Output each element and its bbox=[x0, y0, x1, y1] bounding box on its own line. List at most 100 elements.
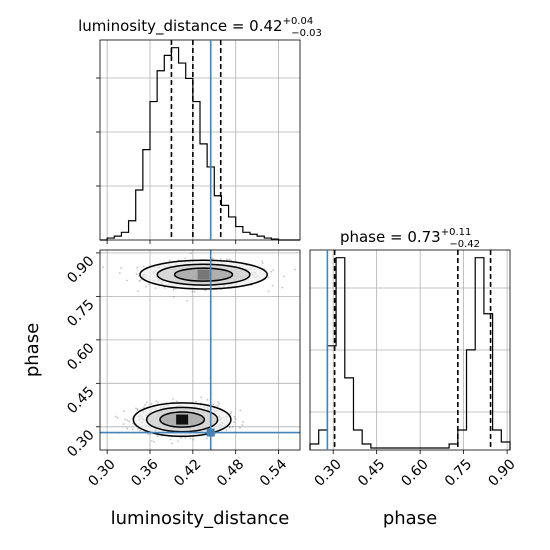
scatter-point bbox=[218, 402, 221, 405]
histogram-step bbox=[309, 257, 511, 450]
ld-histogram-panel bbox=[96, 39, 301, 244]
scatter-point bbox=[128, 420, 131, 423]
scatter-point bbox=[172, 398, 174, 400]
panel-frame bbox=[99, 249, 301, 451]
scatter-point bbox=[261, 262, 264, 265]
scatter-point bbox=[193, 290, 196, 293]
scatter-point bbox=[155, 400, 158, 403]
scatter-point bbox=[211, 257, 214, 260]
phase-title-sub: −0.42 bbox=[449, 239, 480, 250]
scatter-point bbox=[123, 410, 125, 413]
panel-frame bbox=[309, 249, 511, 451]
density-peak bbox=[197, 269, 210, 280]
density-peak bbox=[176, 414, 189, 425]
scatter-point bbox=[136, 427, 139, 430]
scatter-point bbox=[192, 438, 195, 441]
scatter-point bbox=[186, 299, 188, 302]
scatter-point bbox=[242, 421, 245, 423]
scatter-point bbox=[205, 437, 208, 440]
scatter-point bbox=[272, 269, 275, 272]
scatter-point bbox=[234, 417, 236, 420]
scatter-point bbox=[138, 429, 141, 432]
scatter-point bbox=[142, 265, 145, 268]
scatter-point bbox=[231, 425, 234, 428]
scatter-point bbox=[153, 440, 155, 443]
scatter-point bbox=[230, 259, 232, 262]
scatter-point bbox=[271, 284, 274, 287]
scatter-point bbox=[114, 415, 117, 418]
scatter-point bbox=[281, 286, 284, 289]
scatter-point bbox=[126, 279, 128, 282]
x-axis-label-left: luminosity_distance bbox=[111, 508, 290, 529]
y-axis-label: phase bbox=[22, 323, 43, 377]
scatter-point bbox=[157, 401, 159, 404]
x-tick-label-phase: 0.90 bbox=[485, 456, 518, 489]
x-tick-label-phase: 0.75 bbox=[442, 456, 475, 489]
phase-title-main: phase = 0.73 bbox=[340, 228, 441, 246]
scatter-point bbox=[172, 295, 175, 298]
density-contour bbox=[145, 406, 219, 433]
scatter-point bbox=[147, 283, 150, 286]
ld-title-sub: −0.03 bbox=[291, 28, 322, 39]
phase-histogram-title: phase = 0.73+0.11 −0.42 bbox=[340, 227, 480, 250]
scatter-point bbox=[179, 436, 181, 439]
y-tick-label-phase: 0.30 bbox=[64, 427, 97, 460]
phase-histogram-panel bbox=[309, 249, 511, 454]
scatter-point bbox=[136, 409, 139, 411]
scatter-point bbox=[137, 290, 139, 293]
scatter-point bbox=[118, 272, 121, 274]
scatter-point bbox=[122, 423, 125, 426]
scatter-point bbox=[164, 287, 167, 289]
density-contour bbox=[173, 267, 234, 282]
scatter-point bbox=[134, 407, 137, 410]
y-tick-label-phase: 0.45 bbox=[64, 384, 97, 417]
phase-title-sup: +0.11 bbox=[441, 227, 472, 238]
scatter-point bbox=[229, 412, 232, 415]
x-tick-label-phase: 0.60 bbox=[398, 456, 431, 489]
scatter-point bbox=[225, 429, 228, 432]
scatter-point bbox=[226, 258, 228, 261]
scatter-point bbox=[270, 270, 273, 273]
density-contour bbox=[139, 259, 268, 290]
scatter-point bbox=[282, 275, 285, 278]
scatter-point bbox=[136, 408, 139, 410]
scatter-point bbox=[171, 442, 173, 445]
x-tick-label-ld: 0.30 bbox=[85, 456, 118, 489]
scatter-point bbox=[176, 400, 178, 403]
scatter-point bbox=[184, 257, 187, 260]
ld-title-main: luminosity_distance = 0.42 bbox=[78, 17, 282, 36]
joint-density-panel bbox=[96, 249, 301, 454]
scatter-point bbox=[219, 258, 222, 260]
scatter-point bbox=[184, 436, 187, 439]
x-axis-label-right: phase bbox=[383, 508, 437, 529]
scatter-point bbox=[216, 405, 219, 407]
scatter-point bbox=[131, 428, 134, 431]
scatter-point bbox=[144, 404, 146, 406]
density-contour bbox=[159, 411, 206, 428]
scatter-point bbox=[149, 433, 152, 435]
scatter-point bbox=[239, 426, 241, 429]
y-tick-label-phase: 0.60 bbox=[64, 340, 97, 373]
scatter-point bbox=[191, 290, 194, 293]
scatter-point bbox=[267, 276, 270, 279]
scatter-point bbox=[124, 418, 127, 421]
scatter-point bbox=[145, 285, 147, 288]
scatter-point bbox=[189, 437, 192, 440]
scatter-point bbox=[150, 402, 153, 405]
scatter-point bbox=[150, 440, 153, 442]
scatter-point bbox=[131, 422, 134, 425]
scatter-point bbox=[293, 268, 296, 271]
x-tick-label-phase: 0.45 bbox=[355, 456, 388, 489]
scatter-point bbox=[139, 279, 142, 282]
scatter-point bbox=[230, 411, 233, 413]
scatter-point bbox=[147, 433, 149, 435]
panel-frame bbox=[99, 39, 301, 241]
scatter-point bbox=[126, 419, 129, 422]
scatter-point bbox=[101, 266, 104, 269]
scatter-point bbox=[177, 259, 180, 261]
scatter-point bbox=[145, 401, 148, 404]
x-tick-label-ld: 0.48 bbox=[214, 456, 247, 489]
scatter-point bbox=[217, 401, 220, 404]
scatter-point bbox=[200, 396, 203, 399]
